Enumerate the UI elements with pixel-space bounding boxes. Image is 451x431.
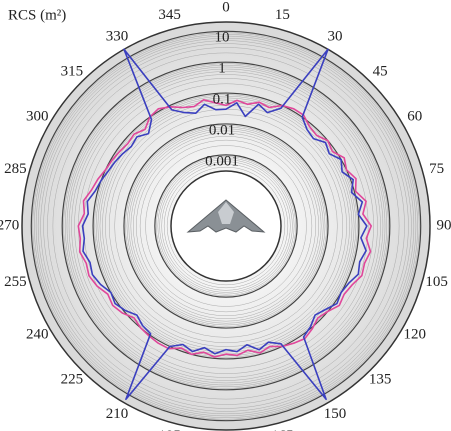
theta-tick-label: 270 bbox=[0, 217, 19, 233]
theta-tick-label: 135 bbox=[369, 372, 392, 388]
r-tick-label: 1 bbox=[218, 61, 226, 77]
minor-grid-circle bbox=[66, 66, 386, 386]
minor-grid-circle bbox=[126, 126, 326, 326]
theta-tick-label: 90 bbox=[437, 217, 451, 233]
minor-grid-circle bbox=[71, 71, 381, 381]
theta-tick-label: 15 bbox=[275, 7, 290, 23]
minor-grid-circle bbox=[95, 95, 357, 357]
data bbox=[77, 48, 372, 401]
r-tick-label: 0.01 bbox=[209, 122, 235, 138]
minor-grid-circle bbox=[99, 99, 353, 353]
minor-grid-circle bbox=[52, 52, 400, 400]
minor-grid-circle bbox=[47, 47, 405, 405]
minor-grid-circle bbox=[156, 156, 296, 296]
minor-grid-circle bbox=[139, 139, 313, 313]
chart-title: RCS (m²) bbox=[8, 7, 66, 23]
minor-grid-circle bbox=[63, 63, 389, 389]
grid-circle bbox=[92, 92, 360, 360]
theta-tick-label: 285 bbox=[4, 161, 27, 177]
minor-grid-circle bbox=[40, 40, 412, 412]
series-line bbox=[77, 99, 372, 358]
grid-circle bbox=[61, 61, 391, 391]
minor-grid-circle bbox=[157, 157, 295, 295]
theta-tick-label: 225 bbox=[61, 372, 84, 388]
theta-tick-label: 0 bbox=[222, 0, 230, 15]
minor-grid-circle bbox=[114, 114, 338, 338]
theta-tick-label: 45 bbox=[373, 63, 388, 79]
minor-grid-circle bbox=[163, 163, 289, 289]
theta-tick-label: 105 bbox=[425, 274, 448, 290]
minor-grid-circle bbox=[125, 125, 327, 327]
series-line bbox=[81, 48, 368, 401]
minor-grid-circle bbox=[43, 43, 409, 409]
theta-tick-label: 30 bbox=[328, 29, 343, 45]
minor-grid-circle bbox=[83, 83, 369, 369]
minor-grid-circle bbox=[166, 166, 286, 286]
theta-tick-label: 60 bbox=[407, 108, 422, 124]
theta-tick-label: 75 bbox=[429, 161, 444, 177]
grid bbox=[30, 30, 422, 422]
theta-tick-label: 240 bbox=[26, 326, 49, 342]
minor-grid-circle bbox=[130, 130, 322, 322]
minor-grid-circle bbox=[133, 133, 319, 319]
theta-tick-label: 300 bbox=[26, 108, 49, 124]
minor-grid-circle bbox=[161, 161, 291, 291]
minor-grid-circle bbox=[64, 64, 388, 388]
minor-grid-circle bbox=[136, 136, 316, 316]
theta-tick-label: 195 bbox=[158, 428, 181, 431]
grid-circle bbox=[154, 154, 298, 298]
minor-grid-circle bbox=[74, 74, 378, 378]
theta-tick-label: 330 bbox=[106, 29, 129, 45]
theta-tick-label: 255 bbox=[4, 274, 27, 290]
minor-grid-circle bbox=[159, 159, 293, 293]
theta-tick-label: 150 bbox=[324, 406, 347, 422]
r-tick-label: 0.001 bbox=[205, 153, 239, 169]
theta-tick-label: 345 bbox=[158, 7, 181, 23]
minor-grid-circle bbox=[32, 32, 420, 420]
theta-tick-label: 315 bbox=[61, 63, 84, 79]
minor-grid-circle bbox=[34, 34, 418, 418]
grid-circle bbox=[123, 123, 329, 329]
minor-grid-circle bbox=[37, 37, 415, 415]
minor-grid-circle bbox=[145, 145, 307, 307]
minor-grid-circle bbox=[35, 35, 417, 417]
minor-grid-circle bbox=[128, 128, 324, 324]
grid-circle bbox=[30, 30, 422, 422]
r-tick-label: 10 bbox=[215, 30, 230, 46]
r-tick-label: 0.1 bbox=[213, 92, 232, 108]
aircraft-icon bbox=[186, 199, 266, 233]
minor-grid-circle bbox=[68, 68, 384, 384]
theta-tick-label: 120 bbox=[404, 326, 427, 342]
theta-tick-label: 165 bbox=[271, 428, 294, 431]
theta-tick-label: 210 bbox=[106, 406, 129, 422]
minor-grid-circle bbox=[94, 94, 358, 358]
